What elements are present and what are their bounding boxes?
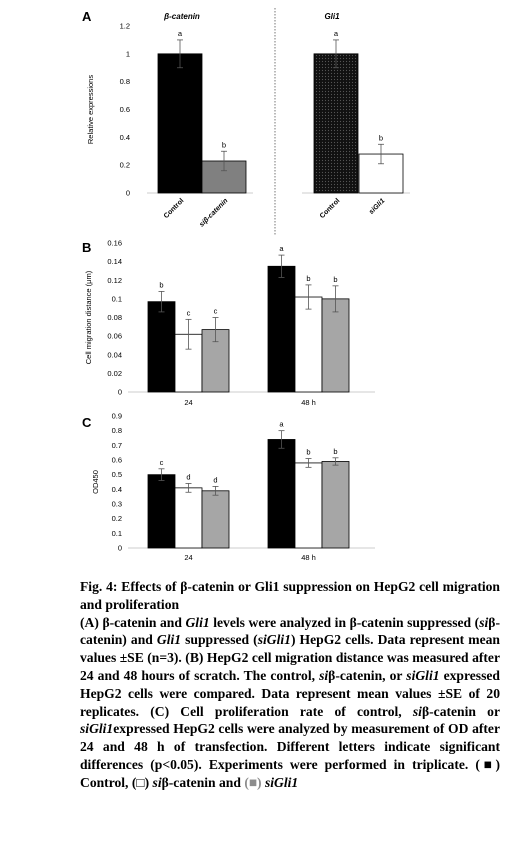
panel-c-x-tick-label: 24	[184, 553, 192, 562]
panel-b-x-tick-label: 24	[184, 398, 192, 407]
panel-a-gli1-bar	[313, 53, 359, 194]
caption-part: ) HepG2 cells. Data represent mean value…	[80, 632, 500, 683]
caption-part-italic: siGli1	[80, 721, 114, 737]
panel-a-gli1-significance-letter: b	[379, 133, 383, 142]
panel-c-bar	[267, 439, 296, 549]
panel-b-y-tick-label: 0.06	[107, 332, 122, 341]
caption-part: (A) β-catenin and	[80, 614, 186, 630]
panel-b-significance-letter: b	[306, 274, 310, 283]
panel-a-x-tick-label: Control	[163, 197, 186, 220]
caption-part-italic: Gli1	[156, 632, 182, 648]
panel-c-x-tick-label: 48 h	[301, 553, 316, 562]
caption-part: expressed HepG2 cells were analyzed by m…	[80, 721, 500, 772]
panel-c-y-tick-label: 0.8	[112, 426, 122, 435]
caption-part-italic: siGli1	[257, 632, 291, 648]
panel-a-group-title: β-catenin	[163, 12, 200, 21]
panel-c-significance-letter: d	[213, 475, 217, 484]
panel-b-significance-letter: b	[159, 280, 163, 289]
panel-b-y-tick-label: 0.12	[107, 276, 122, 285]
panel-a-label: A	[82, 9, 92, 24]
caption-part-italic: siGli1	[264, 774, 299, 790]
panel-a-bcatenin-significance-letter: b	[222, 140, 226, 149]
panel-a-y-tick-label: 1	[126, 49, 130, 58]
panel-b-y-tick-label: 0.04	[107, 350, 122, 359]
panel-c-y-tick-label: 0.5	[112, 470, 122, 479]
panel-b-y-tick-label: 0.16	[107, 239, 122, 248]
caption-part: expressed HepG2 cells were compared. Dat…	[80, 667, 500, 719]
panel-b-bar	[321, 298, 350, 393]
panel-a-bcatenin-significance-letter: a	[178, 29, 183, 38]
panel-b-y-tick-label: 0	[118, 388, 122, 397]
caption-body: (A) β-catenin and Gli1 levels were analy…	[80, 614, 500, 792]
panel-a-x-tick-label: siGli1	[368, 197, 387, 216]
panel-c-significance-letter: a	[279, 420, 284, 429]
panel-b-label: B	[82, 240, 91, 255]
caption-part-italic: Gli1	[185, 614, 210, 630]
panel-c-bar	[321, 461, 350, 549]
panel-b-bar	[267, 265, 296, 393]
panel-c-y-tick-label: 0.2	[112, 514, 122, 523]
panel-b-x-tick-label: 48 h	[301, 398, 316, 407]
caption-part-italic: siGli1	[406, 667, 440, 683]
panel-b-bar	[294, 296, 323, 393]
panel-a-y-tick-label: 0.4	[120, 133, 130, 142]
legend-symbol-control: (■)	[475, 756, 501, 772]
panel-a-bcatenin-bar	[157, 53, 203, 194]
panel-c-y-tick-label: 0	[118, 544, 122, 553]
panel-c-y-tick-label: 0.3	[112, 500, 122, 509]
panel-c-significance-letter: b	[306, 448, 310, 457]
legend-symbol-sigli1: (■)	[244, 774, 262, 790]
panel-a-x-tick-label: siβ-catenin	[198, 197, 229, 228]
panel-b-y-tick-label: 0.08	[107, 313, 122, 322]
panel-b-significance-letter: c	[214, 307, 218, 316]
panel-a-x-tick-label: Control	[319, 197, 342, 220]
panel-a-y-tick-label: 0.6	[120, 105, 130, 114]
panel-c-y-tick-label: 0.4	[112, 485, 122, 494]
panel-c-bar	[294, 462, 323, 549]
figure-charts: A 0 0.2 0.4 0.6 0.8 1 1.2 Relative expressions β-…	[82, 8, 410, 562]
caption-part: levels were analyzed in β-catenin suppre…	[209, 614, 480, 630]
panel-b-y-axis-label: Cell migration distance (μm)	[84, 270, 93, 364]
panel-c-y-tick-label: 0.7	[112, 441, 122, 450]
panel-c-y-tick-label: 0.9	[112, 412, 122, 421]
caption-part-italic: si	[479, 614, 489, 630]
caption-part-italic: si	[152, 774, 162, 790]
panel-a-y-tick-label: 0	[126, 189, 130, 198]
caption-part: β-catenin or	[421, 703, 500, 719]
panel-c-significance-letter: b	[333, 447, 337, 456]
panel-b-bar	[147, 301, 176, 393]
panel-b-significance-letter: c	[187, 308, 191, 317]
panel-a-y-tick-label: 0.2	[120, 161, 130, 170]
panel-c-y-tick-label: 0.6	[112, 456, 122, 465]
panel-a-y-tick-label: 1.2	[120, 22, 130, 31]
legend-symbol-sibeta: (□)	[131, 774, 150, 790]
panel-c-significance-letter: c	[160, 458, 164, 467]
panel-a-group-title: Gli1	[324, 12, 340, 21]
panel-b-significance-letter: b	[333, 275, 337, 284]
panel-c-bar	[147, 474, 176, 549]
panel-b-y-tick-label: 0.14	[107, 257, 122, 266]
panel-c-bar	[201, 490, 230, 549]
panel-c-significance-letter: d	[186, 472, 190, 481]
figure-caption: Fig. 4: Effects of β-catenin or Gli1 sup…	[80, 578, 500, 792]
panel-c-y-axis-label: OD450	[91, 470, 100, 494]
caption-part: Control,	[80, 774, 132, 790]
caption-part-italic: si	[319, 667, 329, 683]
caption-part: suppressed (	[181, 632, 258, 648]
panel-a-gli1-significance-letter: a	[334, 29, 339, 38]
panel-a-y-axis-label: Relative expressions	[86, 75, 95, 144]
caption-part: β-catenin, or	[328, 667, 407, 683]
panel-b-y-tick-label: 0.02	[107, 369, 122, 378]
caption-title: Fig. 4: Effects of β-catenin or Gli1 sup…	[80, 579, 500, 612]
panel-b-y-tick-label: 0.1	[112, 294, 122, 303]
panel-b-significance-letter: a	[279, 244, 284, 253]
caption-part-italic: si	[412, 703, 422, 719]
panel-c-label: C	[82, 415, 92, 430]
panel-c-bar	[174, 487, 203, 549]
caption-part: β-catenin) and	[80, 614, 500, 648]
caption-part: β-catenin and	[161, 774, 245, 790]
panel-c-y-tick-label: 0.1	[112, 529, 122, 538]
panel-a-y-tick-label: 0.8	[120, 77, 130, 86]
